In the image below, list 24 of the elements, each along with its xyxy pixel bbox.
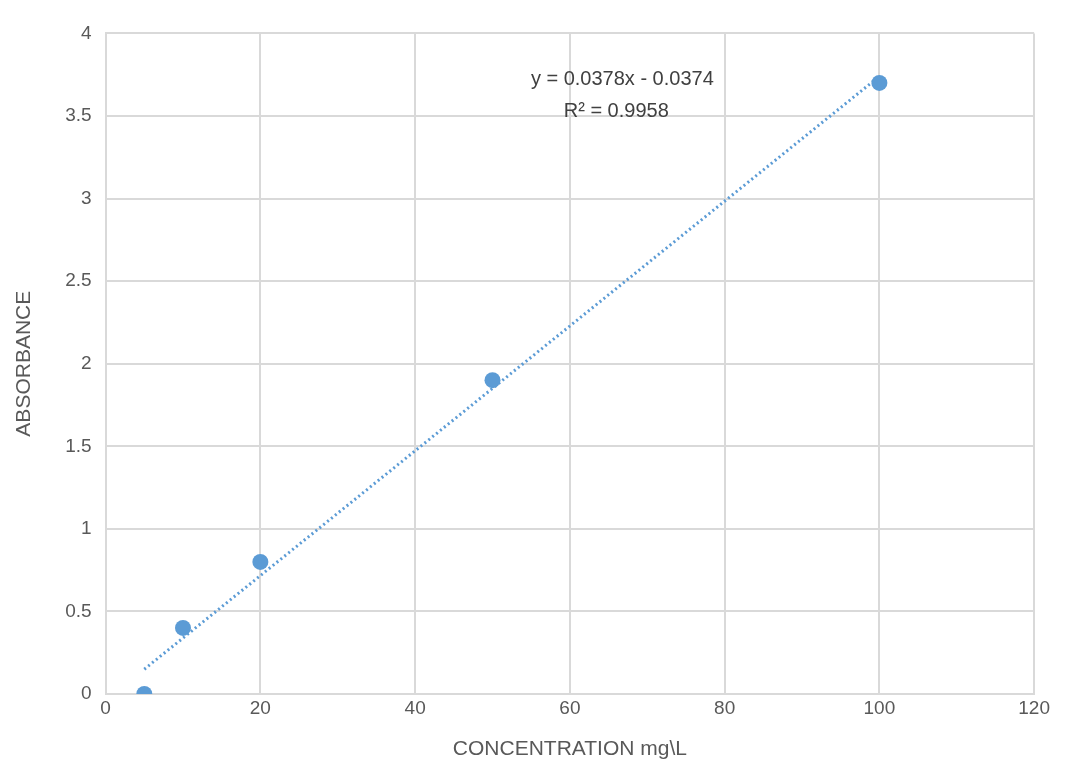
y-tick-label: 1.5 — [65, 434, 92, 456]
y-tick-label: 1 — [81, 517, 92, 539]
point — [871, 74, 888, 91]
annotation: R² = 0.9958 — [563, 99, 669, 122]
point — [252, 553, 269, 570]
point — [484, 372, 501, 389]
y-tick-label: 4 — [81, 21, 93, 43]
y-tick-label: 3.5 — [65, 104, 92, 126]
x-tick-label: 60 — [559, 696, 581, 718]
x-axis-title: CONCENTRATION mg\L — [452, 736, 687, 760]
x-tick-label: 0 — [100, 696, 111, 718]
y-axis-title: ABSORBANCE — [11, 290, 35, 437]
x-tick-label: 20 — [249, 696, 271, 718]
x-tick-label: 40 — [404, 696, 426, 718]
x-tick-label: 80 — [714, 696, 736, 718]
point — [174, 619, 191, 636]
x-tick-label: 100 — [863, 696, 896, 718]
y-tick-label: 2 — [81, 351, 92, 373]
y-tick-label: 2.5 — [65, 269, 92, 291]
y-tick-label: 0 — [81, 682, 92, 704]
x-tick-label: 120 — [1018, 696, 1050, 718]
y-tick-label: 0.5 — [65, 599, 92, 621]
y-tick-label: 3 — [81, 186, 92, 208]
annotation: y = 0.0378x - 0.0374 — [530, 67, 714, 90]
